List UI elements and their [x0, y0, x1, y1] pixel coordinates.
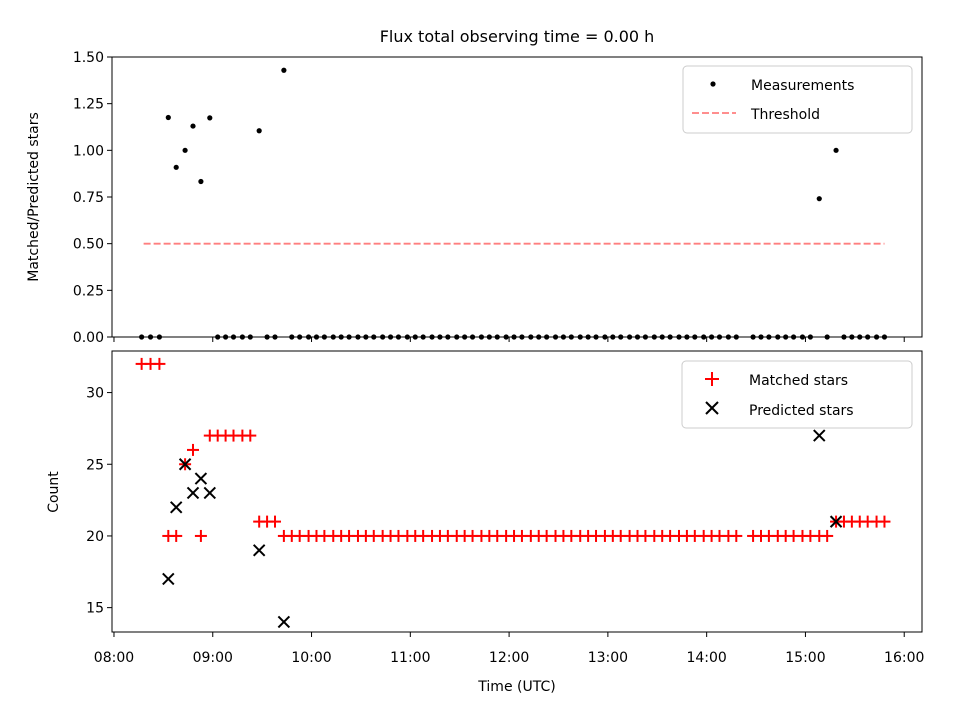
matched-star-point — [878, 515, 891, 528]
matched-star-point — [730, 529, 743, 542]
top-ytick-label: 1.00 — [73, 143, 104, 159]
measurement-point — [207, 115, 213, 121]
measurement-point — [198, 178, 204, 185]
bottom-ytick-label: 20 — [86, 529, 104, 545]
matched-star-point — [187, 443, 199, 456]
predicted-star-point — [252, 544, 266, 557]
measurement-point — [816, 196, 822, 202]
predicted-star-point — [829, 515, 843, 528]
matched-star-point — [194, 529, 207, 542]
measurement-point — [256, 128, 262, 134]
bottom-ylabel: Count — [46, 471, 62, 513]
bottom-xtick-label: 16:00 — [884, 650, 924, 666]
bottom-ytick-label: 15 — [86, 601, 104, 617]
bottom-panel: 15 20 25 30 08:00 09:00 10:00 11:00 12:00 13:00 1… — [46, 350, 924, 695]
chart-title: Flux total observing time = 0.00 h — [380, 27, 655, 46]
predicted-star-point — [194, 472, 208, 485]
legend-predicted-marker — [705, 401, 719, 415]
legend-matched-label: Matched stars — [749, 373, 848, 389]
bottom-xtick-label: 15:00 — [785, 650, 825, 666]
top-ytick-label: 1.50 — [73, 50, 104, 66]
legend-measurements-label: Measurements — [751, 78, 854, 94]
matched-star-point — [170, 529, 183, 542]
legend-threshold-label: Threshold — [750, 107, 820, 123]
top-panel: 0.00 0.25 0.50 0.75 1.00 1.25 1.50 Matched/Pre… — [26, 50, 923, 346]
bottom-xtick-label: 12:00 — [489, 650, 529, 666]
bottom-xlabel: Time (UTC) — [477, 679, 555, 695]
bottom-xtick-label: 14:00 — [686, 650, 726, 666]
top-legend: Measurements Threshold — [682, 65, 913, 134]
predicted-star-point — [178, 458, 192, 471]
top-ytick-label: 0.75 — [73, 190, 104, 206]
top-ytick-label: 1.25 — [73, 97, 104, 113]
legend-matched-marker — [705, 372, 719, 386]
measurement-point — [833, 147, 839, 153]
legend-measurement-marker — [710, 81, 716, 87]
measurement-point — [173, 164, 179, 170]
predicted-star-point — [203, 486, 216, 500]
top-ytick-label: 0.00 — [73, 330, 104, 346]
bottom-xtick-label: 11:00 — [390, 650, 430, 666]
bottom-axes-frame — [111, 350, 923, 633]
matched-star-point — [153, 357, 166, 370]
measurement-point — [165, 114, 171, 121]
matched-star-point — [244, 429, 257, 442]
bottom-ytick-label: 30 — [86, 386, 104, 402]
legend-predicted-label: Predicted stars — [749, 403, 854, 419]
predicted-star-point — [813, 429, 826, 442]
top-ytick-label: 0.25 — [73, 283, 104, 299]
bottom-ytick-label: 25 — [86, 457, 104, 473]
bottom-xtick-label: 09:00 — [193, 650, 233, 666]
bottom-xtick-label: 10:00 — [291, 650, 331, 666]
bottom-legend: Matched stars Predicted stars — [681, 360, 913, 429]
predicted-star-point — [162, 572, 175, 586]
matched-star-point — [821, 529, 834, 542]
measurement-point — [190, 123, 196, 129]
matched-star-point — [268, 515, 281, 528]
top-ylabel: Matched/Predicted stars — [26, 112, 42, 282]
predicted-star-point — [170, 501, 183, 514]
bottom-xtick-label: 13:00 — [588, 650, 628, 666]
predicted-star-point — [277, 615, 291, 629]
measurement-point — [182, 147, 188, 153]
bottom-xtick-label: 08:00 — [94, 650, 134, 666]
measurement-point — [281, 67, 287, 73]
top-ytick-label: 0.50 — [73, 237, 104, 253]
predicted-star-point — [186, 486, 200, 500]
